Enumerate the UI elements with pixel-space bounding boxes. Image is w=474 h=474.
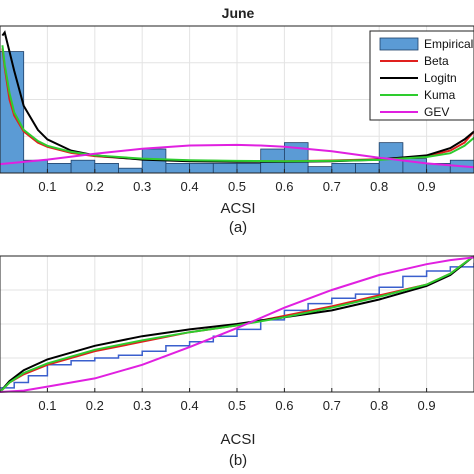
b-tick-label: 0.2 bbox=[86, 398, 104, 413]
chart-title: June bbox=[222, 5, 255, 21]
b-tick-label: 0.9 bbox=[418, 398, 436, 413]
b-tick-label: 0.5 bbox=[228, 398, 246, 413]
legend-label-logitn: Logitn bbox=[424, 71, 457, 85]
histogram-bar bbox=[94, 163, 119, 174]
b-tick-label: 0.8 bbox=[370, 398, 388, 413]
cdf-empirical bbox=[0, 262, 474, 389]
histogram-bar bbox=[331, 163, 356, 174]
curve-kuma bbox=[1, 45, 474, 163]
histogram-bar bbox=[307, 166, 333, 174]
fitted-curves-a bbox=[0, 30, 474, 169]
histogram-bar bbox=[189, 163, 214, 174]
x-axis-label-a: ACSI bbox=[220, 200, 255, 217]
legend-label-gev: GEV bbox=[424, 105, 449, 119]
histogram-bar bbox=[70, 159, 96, 174]
histogram-bar bbox=[118, 167, 143, 174]
a-tick-label: 0.9 bbox=[418, 179, 436, 194]
histogram-bar bbox=[165, 163, 190, 174]
cdf-kuma bbox=[0, 255, 474, 393]
histogram-bar bbox=[212, 163, 238, 174]
x-axis-label-b: ACSI bbox=[220, 431, 255, 448]
a-tick-label: 0.6 bbox=[275, 179, 293, 194]
legend-label-beta: Beta bbox=[424, 54, 449, 68]
histogram-bar bbox=[236, 163, 262, 174]
panel-label-a: (a) bbox=[229, 219, 247, 236]
panel-label-b: (b) bbox=[229, 452, 247, 469]
x-ticks-b: 0.1 0.2 0.3 0.4 0.5 0.6 0.7 0.8 0.9 bbox=[38, 388, 436, 413]
legend: Empirical Beta Logitn Kuma GEV bbox=[369, 30, 474, 121]
histogram-bar bbox=[355, 163, 380, 174]
cdf-gev bbox=[0, 256, 474, 393]
a-tick-label: 0.4 bbox=[181, 179, 199, 194]
cdf-logitn bbox=[0, 255, 474, 393]
cdf-curves-b bbox=[0, 255, 474, 393]
histogram-bar bbox=[0, 51, 25, 174]
a-tick-label: 0.2 bbox=[86, 179, 104, 194]
legend-swatch-empirical bbox=[379, 37, 419, 51]
histogram-bar bbox=[47, 163, 72, 174]
curve-gev bbox=[0, 143, 474, 169]
a-tick-label: 0.8 bbox=[370, 179, 388, 194]
legend-label-kuma: Kuma bbox=[424, 88, 456, 102]
legend-label-empirical: Empirical bbox=[424, 37, 473, 51]
b-tick-label: 0.4 bbox=[181, 398, 199, 413]
a-tick-label: 0.1 bbox=[38, 179, 56, 194]
b-tick-label: 0.1 bbox=[38, 398, 56, 413]
a-tick-label: 0.7 bbox=[323, 179, 341, 194]
panel-a: June 0.1 0.2 0.3 0.4 0.5 0.6 0.7 0.8 0.9 ACSI (a… bbox=[0, 5, 474, 236]
b-tick-label: 0.6 bbox=[275, 398, 293, 413]
b-tick-label: 0.3 bbox=[133, 398, 151, 413]
b-tick-label: 0.7 bbox=[323, 398, 341, 413]
a-tick-label: 0.5 bbox=[228, 179, 246, 194]
x-ticks-a: 0.1 0.2 0.3 0.4 0.5 0.6 0.7 0.8 0.9 bbox=[38, 169, 436, 194]
panel-b: 0.1 0.2 0.3 0.4 0.5 0.6 0.7 0.8 0.9 ACSI (b) bbox=[0, 255, 474, 469]
a-tick-label: 0.3 bbox=[133, 179, 151, 194]
